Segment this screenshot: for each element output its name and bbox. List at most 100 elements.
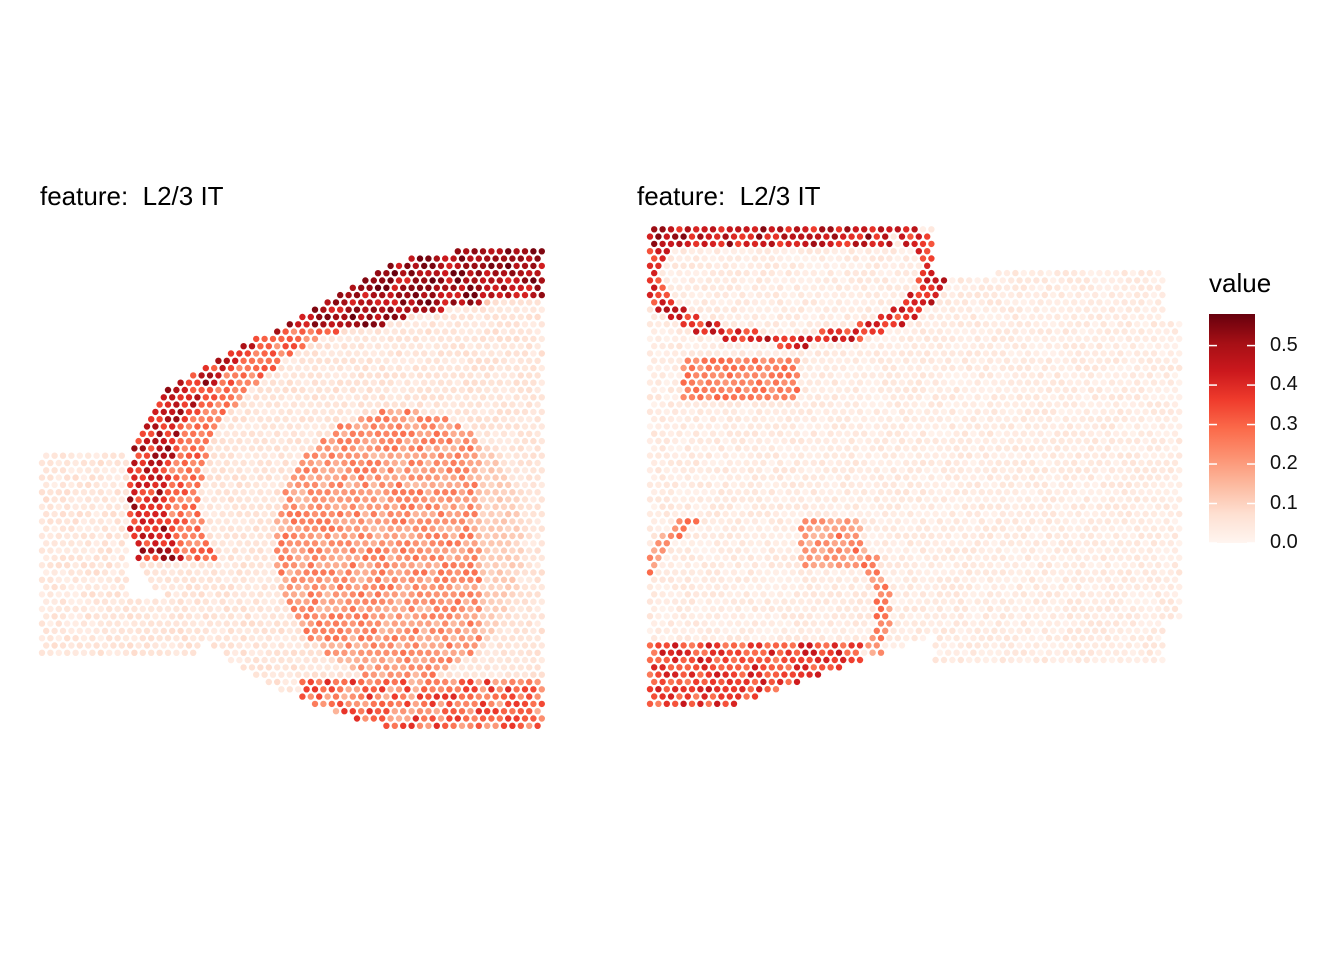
spot — [713, 451, 722, 460]
spot — [382, 517, 391, 526]
spot — [285, 583, 294, 592]
spot — [315, 590, 324, 599]
spot — [361, 597, 370, 606]
spot — [298, 342, 307, 351]
spot — [495, 378, 504, 387]
spot — [713, 436, 722, 445]
spot — [407, 532, 416, 541]
spot — [755, 451, 764, 460]
spot — [969, 356, 978, 365]
spot — [432, 532, 441, 541]
spot — [1053, 400, 1062, 409]
spot — [868, 269, 877, 278]
spot — [268, 334, 277, 343]
spot — [491, 619, 500, 628]
spot — [1036, 356, 1045, 365]
spot — [415, 532, 424, 541]
spot — [1166, 436, 1175, 445]
spot — [101, 466, 110, 475]
spot — [340, 298, 349, 307]
spot — [877, 327, 886, 336]
spot — [256, 605, 265, 614]
spot — [252, 407, 261, 416]
spot — [411, 276, 420, 285]
spot — [1003, 400, 1012, 409]
spot — [411, 334, 420, 343]
spot — [1015, 436, 1024, 445]
spot — [1103, 429, 1112, 438]
spot — [755, 480, 764, 489]
spot — [512, 291, 521, 300]
spot — [923, 320, 932, 329]
spot — [378, 480, 387, 489]
spot — [650, 385, 659, 394]
spot — [382, 371, 391, 380]
spot — [226, 393, 235, 402]
spot — [709, 385, 718, 394]
spot — [881, 480, 890, 489]
spot — [658, 312, 667, 321]
spot — [512, 247, 521, 256]
spot — [436, 261, 445, 270]
spot — [1074, 349, 1083, 358]
spot — [998, 305, 1007, 314]
spot — [441, 605, 450, 614]
spot — [805, 436, 814, 445]
spot — [75, 495, 84, 504]
spot — [508, 517, 517, 526]
spot — [302, 685, 311, 694]
spot — [956, 320, 965, 329]
spot — [96, 488, 105, 497]
spot — [369, 364, 378, 373]
spot — [399, 634, 408, 643]
spot — [889, 393, 898, 402]
spot — [101, 597, 110, 606]
spot — [331, 444, 340, 453]
spot — [893, 239, 902, 248]
spot — [348, 356, 357, 365]
spot — [424, 385, 433, 394]
spot — [835, 415, 844, 424]
spot — [1158, 276, 1167, 285]
spot — [923, 334, 932, 343]
spot — [860, 429, 869, 438]
spot — [252, 349, 261, 358]
spot — [805, 290, 814, 299]
spot — [264, 458, 273, 467]
spot — [927, 473, 936, 482]
spot — [92, 597, 101, 606]
spot — [428, 407, 437, 416]
spot — [273, 415, 282, 424]
spot — [889, 247, 898, 256]
spot — [1040, 305, 1049, 314]
spot — [994, 371, 1003, 380]
spot — [537, 291, 546, 300]
spot — [709, 254, 718, 263]
spot — [445, 407, 454, 416]
spot — [1120, 283, 1129, 292]
spot — [159, 437, 168, 446]
spot — [835, 225, 844, 234]
spot — [977, 429, 986, 438]
spot — [189, 371, 198, 380]
spot — [533, 546, 542, 555]
spot — [763, 378, 772, 387]
spot — [860, 327, 869, 336]
spot — [168, 539, 177, 548]
spot — [847, 349, 856, 358]
spot — [327, 466, 336, 475]
spot — [713, 261, 722, 270]
spot — [923, 305, 932, 314]
spot — [130, 488, 139, 497]
spot — [474, 327, 483, 336]
spot — [369, 714, 378, 723]
spot — [746, 393, 755, 402]
spot — [851, 254, 860, 263]
spot — [302, 656, 311, 665]
spot — [210, 393, 219, 402]
spot — [105, 458, 114, 467]
spot — [721, 480, 730, 489]
spot — [654, 305, 663, 314]
spot — [944, 473, 953, 482]
spot — [386, 364, 395, 373]
